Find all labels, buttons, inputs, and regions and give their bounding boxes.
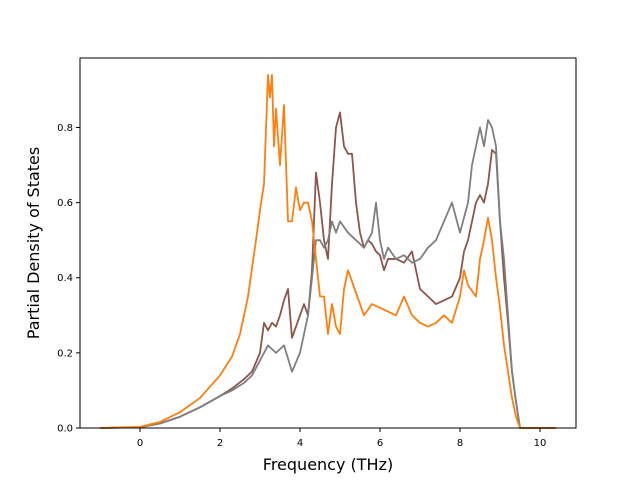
x-tick-label: 8 [457,438,463,449]
y-axis-label: Partial Density of States [24,147,43,339]
tick-layer: 0 2 4 6 8 10 0.0 0.2 0.4 0.6 0.8 [57,123,546,449]
series-line-3 [99,74,556,429]
x-axis-label: Frequency (THz) [263,455,393,474]
y-tick-label: 0.2 [57,348,73,359]
x-tick-label: 6 [377,438,383,449]
y-tick-label: 0.6 [57,198,73,209]
x-tick-label: 0 [137,438,143,449]
y-tick-label: 0.4 [57,273,73,284]
y-tick-label: 0.8 [57,123,73,134]
plot-frame [79,57,577,429]
series-line-1 [99,111,556,429]
x-tick-label: 4 [297,438,303,449]
x-tick-label: 2 [217,438,223,449]
series-layer [99,74,556,429]
x-tick-label: 10 [534,438,547,449]
y-tick-label: 0.0 [57,424,73,435]
series-line-2 [99,119,556,429]
